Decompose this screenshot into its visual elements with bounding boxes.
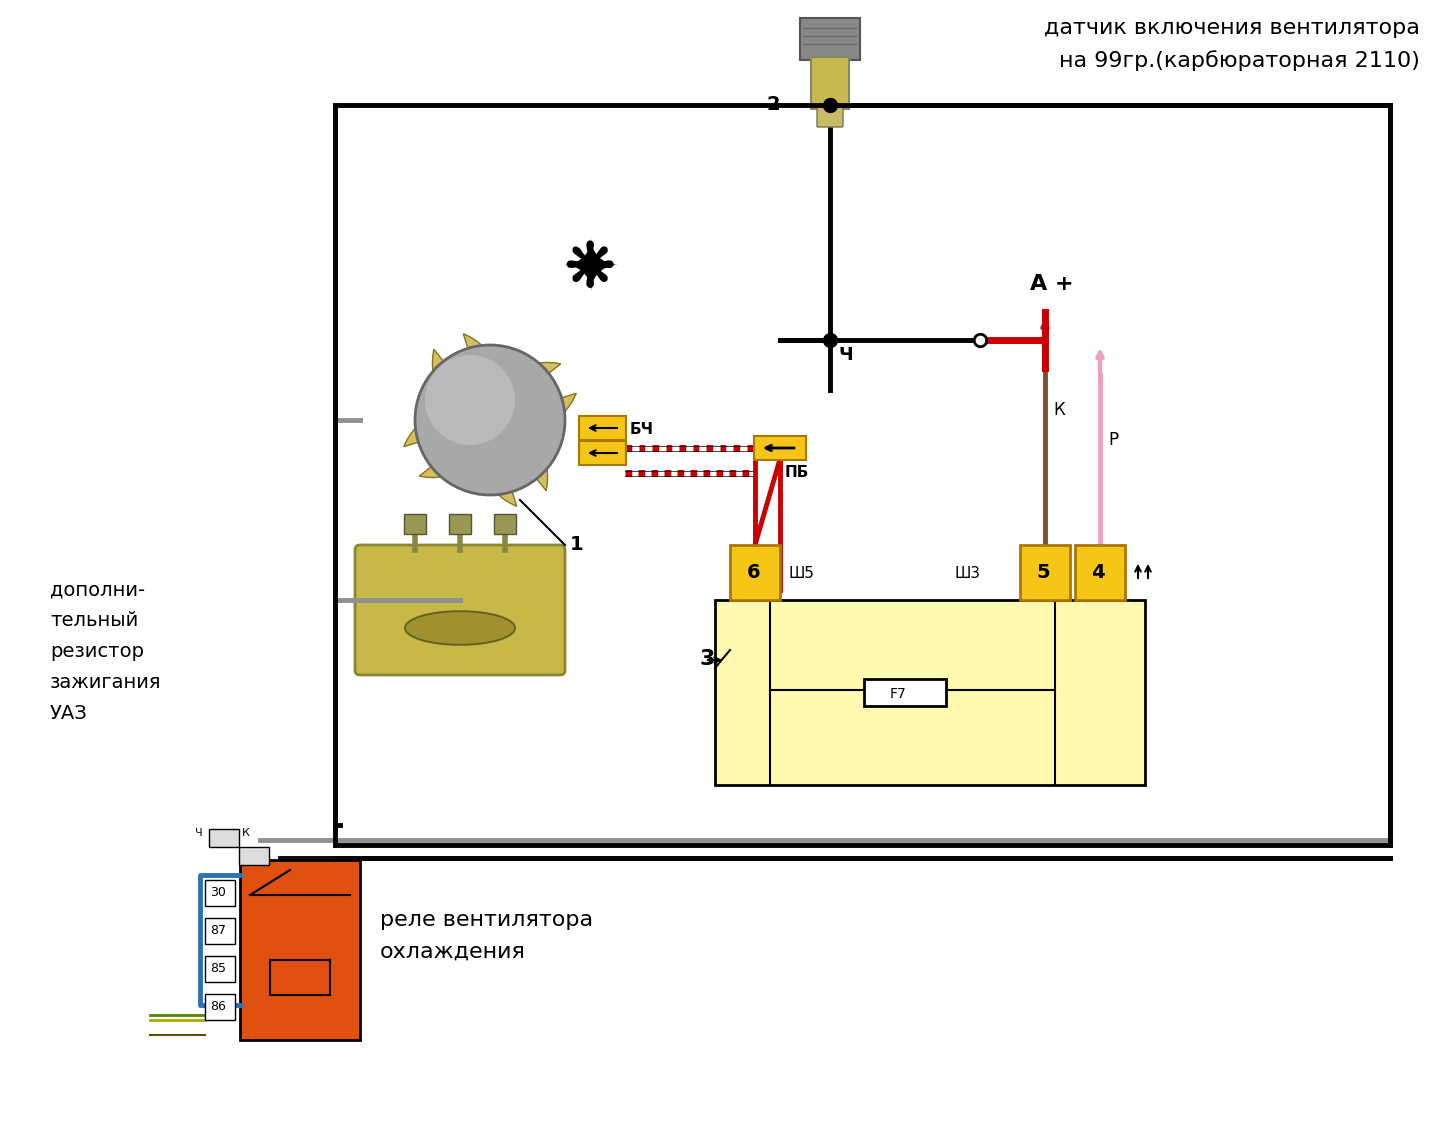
Bar: [241, 860, 359, 1041]
FancyBboxPatch shape: [494, 513, 516, 534]
FancyBboxPatch shape: [404, 513, 425, 534]
Text: Ш3: Ш3: [955, 566, 981, 580]
Circle shape: [425, 355, 516, 444]
Bar: [205, 994, 235, 1020]
Text: Ш5: Ш5: [788, 566, 813, 580]
Text: Р: Р: [1108, 431, 1118, 449]
FancyBboxPatch shape: [239, 847, 269, 865]
Bar: [335, 105, 1390, 845]
Text: ПБ: ПБ: [785, 465, 809, 480]
Bar: [205, 880, 235, 906]
Bar: [715, 601, 1146, 785]
Bar: [205, 956, 235, 982]
FancyBboxPatch shape: [579, 441, 626, 465]
Text: К: К: [1053, 402, 1065, 418]
Text: 30: 30: [211, 887, 226, 899]
Bar: [271, 960, 329, 995]
Text: A +: A +: [1030, 274, 1074, 294]
Text: реле вентилятора
охлаждения: реле вентилятора охлаждения: [379, 910, 593, 961]
Text: 87: 87: [211, 924, 226, 938]
FancyBboxPatch shape: [811, 57, 849, 109]
Text: 1: 1: [570, 535, 584, 554]
Text: 6: 6: [748, 563, 760, 582]
Text: Ч: Ч: [195, 828, 202, 838]
Text: ✦: ✦: [561, 236, 619, 303]
Bar: [1020, 545, 1070, 601]
FancyBboxPatch shape: [818, 107, 843, 127]
FancyBboxPatch shape: [209, 829, 239, 847]
Polygon shape: [404, 349, 474, 447]
Text: БЧ: БЧ: [630, 423, 654, 438]
FancyBboxPatch shape: [450, 513, 471, 534]
FancyBboxPatch shape: [755, 435, 806, 460]
Text: 3: 3: [700, 649, 716, 670]
FancyBboxPatch shape: [863, 679, 947, 706]
Text: F7: F7: [891, 687, 906, 701]
Text: дополни-
тельный
резистор
зажигания
УАЗ: дополни- тельный резистор зажигания УАЗ: [50, 580, 162, 723]
Circle shape: [415, 345, 566, 495]
Text: 4: 4: [1091, 563, 1104, 582]
Text: на 99гр.(карбюраторная 2110): на 99гр.(карбюраторная 2110): [1060, 50, 1421, 71]
Polygon shape: [505, 394, 576, 491]
Ellipse shape: [405, 611, 516, 645]
Text: датчик включения вентилятора: датчик включения вентилятора: [1044, 18, 1421, 38]
Text: К: К: [242, 828, 249, 838]
FancyBboxPatch shape: [579, 416, 626, 440]
Text: 86: 86: [211, 1001, 226, 1013]
Text: 5: 5: [1035, 563, 1050, 582]
Bar: [730, 545, 780, 601]
Polygon shape: [464, 334, 561, 404]
Text: ❋: ❋: [564, 240, 616, 300]
FancyBboxPatch shape: [800, 18, 861, 60]
Text: 2: 2: [766, 95, 780, 114]
FancyBboxPatch shape: [355, 545, 566, 675]
Text: 85: 85: [211, 962, 226, 976]
Bar: [1075, 545, 1126, 601]
Polygon shape: [420, 437, 517, 507]
Text: Ч: Ч: [838, 346, 852, 364]
Bar: [205, 918, 235, 944]
